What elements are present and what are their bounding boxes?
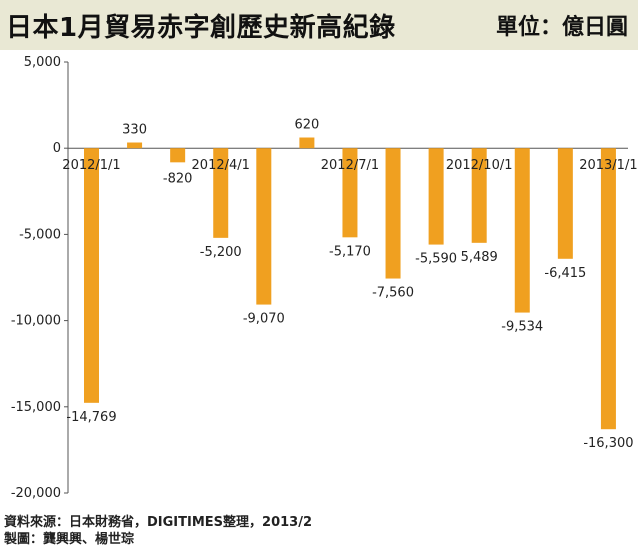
bar xyxy=(471,148,487,243)
data-label: -7,560 xyxy=(372,286,414,301)
bar xyxy=(342,148,358,238)
data-label: 5,489 xyxy=(461,250,498,265)
bar xyxy=(170,148,186,163)
bar xyxy=(514,148,530,313)
data-label: -6,415 xyxy=(544,266,586,281)
bar xyxy=(84,148,99,403)
footer: 資料來源：日本財務省，DIGITIMES整理，2013/2 製圖：龔興興、楊世琮 xyxy=(4,514,634,548)
x-tick-label: 2012/10/1 xyxy=(446,158,513,173)
data-label: -5,170 xyxy=(329,244,371,259)
bar xyxy=(299,137,315,149)
credit-note: 製圖：龔興興、楊世琮 xyxy=(4,532,135,547)
data-label: -16,300 xyxy=(583,436,633,451)
unit-label: 單位：億日圓 xyxy=(495,15,628,40)
data-label: 330 xyxy=(122,123,147,138)
bar xyxy=(385,148,401,279)
source-note: 資料來源：日本財務省，DIGITIMES整理，2013/2 xyxy=(4,515,312,530)
data-label: 620 xyxy=(294,118,319,133)
bar xyxy=(256,148,272,305)
data-label: -5,590 xyxy=(415,252,457,267)
y-tick-label: -10,000 xyxy=(11,314,61,329)
y-tick-label: -15,000 xyxy=(11,400,61,415)
bar xyxy=(557,148,573,259)
bar xyxy=(213,148,229,238)
data-label: -14,769 xyxy=(66,410,116,425)
x-tick-label: 2012/7/1 xyxy=(321,158,379,173)
title-band xyxy=(0,0,638,50)
bar xyxy=(127,142,143,149)
chart-title: 日本1月貿易赤字創歷史新高紀錄 xyxy=(6,13,396,43)
y-tick-label: 0 xyxy=(53,141,61,156)
y-tick-label: -20,000 xyxy=(11,486,61,501)
x-tick-label: 2012/4/1 xyxy=(192,158,250,173)
x-tick-label: 2012/1/1 xyxy=(62,158,120,173)
data-label: -5,200 xyxy=(200,245,242,260)
data-label: -9,070 xyxy=(243,312,285,327)
x-tick-label: 2013/1/1 xyxy=(579,158,637,173)
bar xyxy=(600,148,616,430)
data-label: -9,534 xyxy=(501,320,543,335)
bar xyxy=(428,148,444,245)
y-tick-label: 5,000 xyxy=(24,55,61,70)
y-tick-label: -5,000 xyxy=(19,227,61,242)
data-label: -820 xyxy=(163,171,193,186)
